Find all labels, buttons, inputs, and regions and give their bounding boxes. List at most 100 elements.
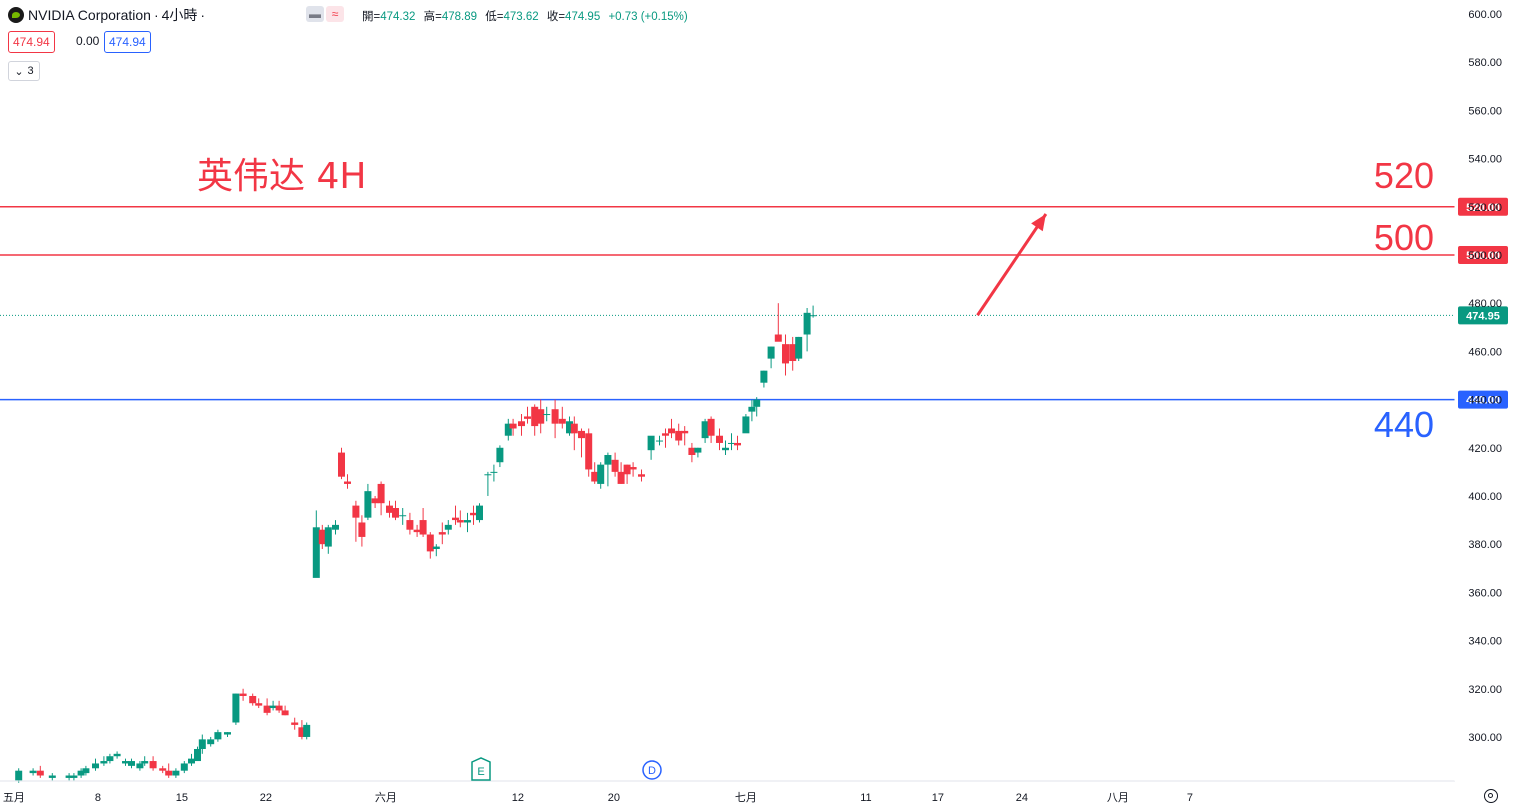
candle-body (198, 739, 206, 749)
chart-title-annotation[interactable]: 英伟达 4H (197, 156, 366, 197)
candle (377, 481, 385, 516)
candle (537, 399, 545, 434)
x-tick-label: 五月 (3, 792, 25, 804)
candle-body (638, 474, 645, 477)
candle (438, 522, 446, 545)
candle (675, 423, 683, 446)
separator-dot: · (153, 7, 159, 23)
candle-body (438, 532, 446, 535)
candle-body (748, 406, 756, 412)
candle (15, 768, 23, 783)
low-label: 低= (485, 11, 504, 23)
candle-body (566, 421, 573, 434)
candle (638, 469, 645, 482)
label-520[interactable]: 520 (1374, 155, 1434, 196)
candle-body (29, 770, 37, 774)
high-label: 高= (423, 11, 442, 23)
candle (29, 768, 37, 776)
candle-body (734, 442, 741, 446)
candle-body (558, 418, 566, 424)
last-price-label-bg (1458, 306, 1508, 325)
chart-header: NVIDIA Corporation · 4小時 · (8, 5, 208, 25)
candle-body (399, 515, 407, 517)
candle (419, 508, 427, 537)
open-value: 474.32 (380, 11, 416, 23)
candle-body (464, 520, 471, 523)
candle (413, 524, 421, 537)
candle (312, 510, 320, 578)
candle-body (647, 435, 655, 451)
candle-body (496, 447, 504, 463)
gear-icon[interactable] (1484, 789, 1498, 803)
candle (611, 452, 619, 477)
candle (518, 414, 525, 436)
candle (701, 418, 709, 443)
dividend-event-marker[interactable]: D (642, 760, 662, 780)
candles (15, 303, 817, 783)
candle-body (122, 761, 129, 764)
label-500[interactable]: 500 (1374, 217, 1434, 258)
indicators-toggle[interactable]: ⌄ 3 (8, 61, 40, 81)
candle (531, 404, 539, 436)
candle-body (742, 416, 750, 434)
candle-body (36, 770, 44, 776)
candle (92, 758, 99, 771)
minus-icon[interactable]: ▬ (306, 6, 324, 22)
candle-body (570, 423, 578, 434)
price-axis[interactable]: 600.00 580.00 560.00 540.00 520.00 500.00 480.… (1468, 9, 1502, 744)
candle-body (656, 440, 663, 442)
candle (426, 532, 434, 559)
y-tick-label: 520.00 (1468, 202, 1502, 214)
candle (728, 433, 735, 451)
candle-body (578, 430, 585, 439)
candle-body (255, 703, 263, 706)
candle (681, 426, 689, 446)
candle (760, 370, 768, 388)
candle-body (113, 753, 121, 757)
candle-body (377, 483, 385, 504)
candle (65, 773, 73, 781)
x-tick-label: 八月 (1107, 792, 1129, 804)
symbol-name[interactable]: NVIDIA Corporation (28, 7, 151, 23)
x-tick-label: 15 (176, 792, 188, 804)
y-tick-label: 380.00 (1468, 539, 1502, 551)
candle-body (668, 428, 675, 434)
label-440[interactable]: 440 (1374, 404, 1434, 445)
wave-icon[interactable]: ≈ (326, 6, 344, 22)
candle (795, 336, 803, 362)
candle-body (476, 505, 483, 521)
candle-body (48, 775, 56, 778)
price-label-bg (1458, 197, 1508, 216)
candle-body (782, 344, 789, 364)
y-tick-label: 580.00 (1468, 57, 1502, 69)
candle-body (338, 452, 345, 477)
header-controls: ▬ ≈ (306, 6, 346, 22)
x-tick-label: 22 (260, 792, 272, 804)
candle (338, 447, 345, 480)
candle (344, 474, 351, 489)
candle-body (358, 522, 366, 537)
candle-body (604, 455, 612, 465)
candle (722, 440, 729, 455)
candle (551, 399, 559, 439)
candle-body (611, 459, 619, 472)
y-tick-label: 300.00 (1468, 732, 1502, 744)
candle (543, 406, 551, 422)
candle (782, 334, 789, 376)
candle-body (406, 520, 414, 530)
interval-label[interactable]: 4小時 (161, 7, 198, 23)
x-tick-label: 7 (1187, 792, 1193, 804)
candle-body (291, 722, 299, 725)
sell-price-button[interactable]: 474.94 (8, 31, 55, 53)
candle (239, 688, 247, 701)
candle (662, 428, 669, 448)
candle (558, 406, 566, 429)
time-axis[interactable]: 24五月81522六月1220七月111724八月7 (0, 791, 1193, 804)
earnings-event-marker[interactable]: E (471, 757, 491, 781)
candle (165, 763, 173, 778)
buy-price-button[interactable]: 474.94 (104, 31, 151, 53)
separator-dot: · (200, 7, 206, 23)
y-tick-label: 320.00 (1468, 684, 1502, 696)
candle-body (753, 399, 761, 407)
